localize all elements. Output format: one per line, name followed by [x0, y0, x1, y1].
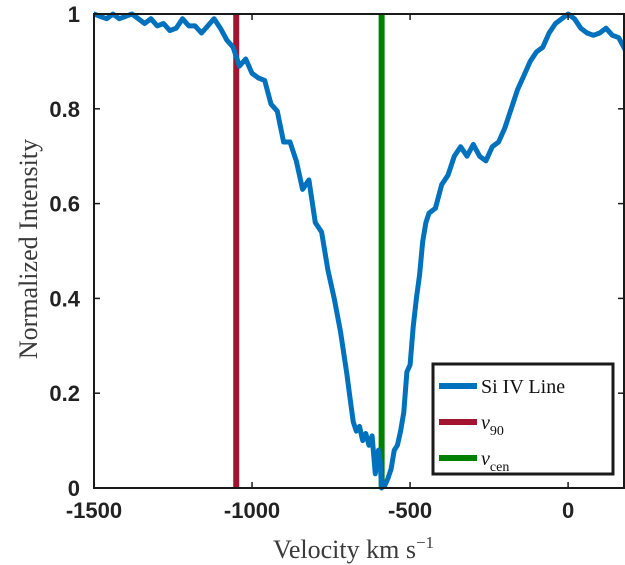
y-tick-label: 0.4 [49, 286, 80, 311]
legend-label: vcen [481, 448, 509, 475]
y-tick-label: 0 [68, 476, 80, 501]
axes-box [93, 13, 625, 489]
y-tick-label: 0.8 [49, 97, 80, 122]
x-tick-label: -1500 [66, 498, 122, 523]
y-tick-label: 0.6 [49, 192, 80, 217]
legend: Si IV Line v90 vcen [431, 362, 615, 476]
y-tick-label: 0.2 [49, 381, 80, 406]
legend-item-si-iv: Si IV Line [439, 376, 565, 398]
x-tick-label: -1000 [224, 498, 280, 523]
series-line-si-iv [94, 11, 625, 491]
y-axis-title: Normalized Intensity [14, 139, 43, 359]
y-tick-label: 1 [68, 2, 80, 27]
legend-label: v90 [481, 412, 504, 439]
tick-labels: -1500 -1000 -500 0 0 0.2 0.4 0.6 0.8 1 [49, 2, 574, 523]
x-axis-title: Velocity km s−1 [273, 533, 434, 564]
legend-item-vcen: vcen [439, 448, 509, 475]
x-tick-label: -500 [388, 498, 432, 523]
legend-label: Si IV Line [481, 376, 565, 398]
legend-item-v90: v90 [439, 412, 504, 439]
ticks [93, 13, 624, 489]
x-tick-label: 0 [562, 498, 574, 523]
plot-area [94, 11, 625, 491]
